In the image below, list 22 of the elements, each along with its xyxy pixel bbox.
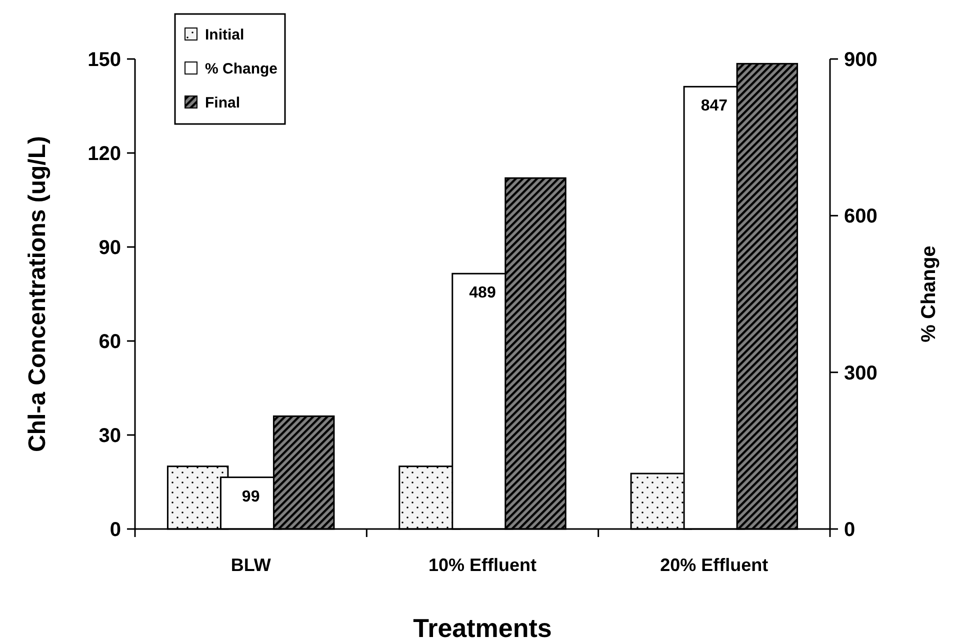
legend-label: Final [205, 94, 240, 112]
y-tick-label: 60 [98, 331, 121, 353]
legend-label: Initial [205, 26, 244, 44]
y-tick-label: 120 [88, 143, 121, 165]
legend-label: % Change [205, 60, 278, 78]
data-label: 847 [700, 98, 728, 115]
y2-tick-label: 600 [844, 206, 878, 228]
y2-tick-label: 300 [844, 362, 878, 384]
data-label: 99 [242, 488, 260, 506]
x-axis-title: Treatments [413, 613, 552, 643]
y-tick-label: 0 [110, 519, 121, 541]
y-axis-title: Chl-a Concentrations (ug/L) [24, 136, 51, 452]
y-tick-label: 150 [88, 49, 121, 71]
x-tick-label: BLW [230, 555, 271, 575]
data-label: 489 [469, 284, 496, 302]
y2-axis-title: % Change [918, 246, 940, 342]
x-tick-label: 10% Effluent [428, 555, 537, 575]
y2-tick-label: 0 [844, 519, 856, 541]
y-tick-label: 90 [98, 237, 121, 259]
y2-tick-label: 900 [844, 49, 878, 71]
x-tick-label: 20% Effluent [660, 555, 768, 575]
y-tick-label: 30 [98, 425, 121, 447]
